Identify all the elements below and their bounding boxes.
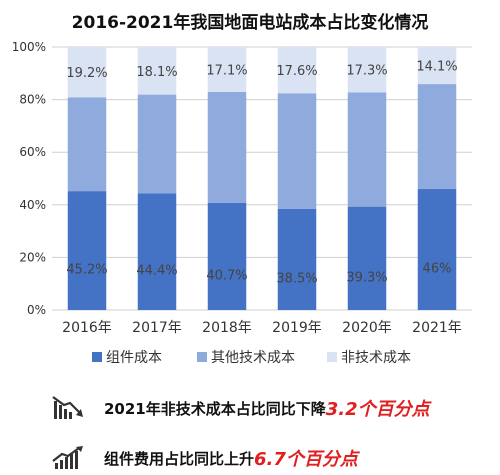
data-label: 39.3% (346, 270, 387, 285)
chart-title: 2016-2021年我国地面电站成本占比变化情况 (71, 13, 429, 33)
x-tick-label: 2021年 (412, 320, 462, 336)
data-label: 19.2% (66, 66, 107, 81)
data-label: 14.1% (416, 60, 457, 75)
bar-segment (67, 191, 107, 310)
data-label: 40.7% (206, 268, 247, 283)
legend-label: 其他技术成本 (211, 350, 295, 366)
bar-segment (417, 84, 457, 190)
bar-segment (417, 47, 457, 85)
trend-down-icon (52, 396, 83, 419)
y-tick-label: 100% (12, 40, 46, 54)
bar-segment (277, 208, 317, 310)
data-label: 17.3% (346, 64, 387, 79)
y-tick-label: 20% (19, 250, 46, 264)
stacked-bar-chart: 0% 20% 40% 60% 80% 100% 45.2% 19.2% 2016年 44.4% 18… (12, 40, 472, 366)
data-label: 45.2% (66, 263, 107, 278)
bar-segment (277, 47, 317, 94)
data-label: 46% (423, 262, 452, 277)
y-tick-label: 80% (19, 93, 46, 107)
bar-segment (347, 206, 387, 310)
y-tick-label: 40% (19, 198, 46, 212)
note-module-cost-up: 组件费用占比同比上升 6.7个百分点 (52, 443, 358, 473)
bar-segment (347, 92, 387, 207)
note-non-tech-cost-down: 2021年非技术成本占比同比下降 3.2个百分点 (52, 393, 430, 423)
data-label: 44.4% (136, 264, 177, 279)
bar-segment (347, 47, 387, 93)
bar-segment (137, 47, 177, 95)
y-tick-label: 0% (27, 303, 46, 317)
x-tick-label: 2018年 (202, 320, 252, 336)
bar-segment (207, 202, 247, 310)
bar-segment (137, 193, 177, 310)
legend-swatch (92, 352, 102, 362)
note-text: 2021年非技术成本占比同比下降 (104, 399, 326, 418)
bar-segment (417, 189, 457, 310)
note-highlight: 3.2个百分点 (325, 399, 430, 420)
legend-swatch (327, 352, 337, 362)
bar-segment (137, 94, 177, 194)
legend-swatch (197, 352, 207, 362)
bar-segment (277, 93, 317, 209)
data-label: 17.1% (206, 63, 247, 78)
bar-segment (207, 47, 247, 92)
note-text: 组件费用占比同比上升 (104, 449, 255, 468)
bar-segment (67, 97, 107, 192)
x-tick-label: 2016年 (62, 320, 112, 336)
x-tick-label: 2019年 (272, 320, 322, 336)
data-label: 18.1% (136, 65, 177, 80)
data-label: 17.6% (276, 64, 317, 79)
legend-label: 组件成本 (106, 350, 162, 366)
trend-up-icon (52, 446, 83, 469)
data-label: 38.5% (276, 271, 317, 286)
x-tick-label: 2017年 (132, 320, 182, 336)
bar-segment (67, 47, 107, 98)
y-tick-label: 60% (19, 145, 46, 159)
x-tick-label: 2020年 (342, 320, 392, 336)
bar-segment (207, 91, 247, 203)
legend-label: 非技术成本 (341, 350, 411, 366)
note-highlight: 6.7个百分点 (254, 449, 358, 470)
